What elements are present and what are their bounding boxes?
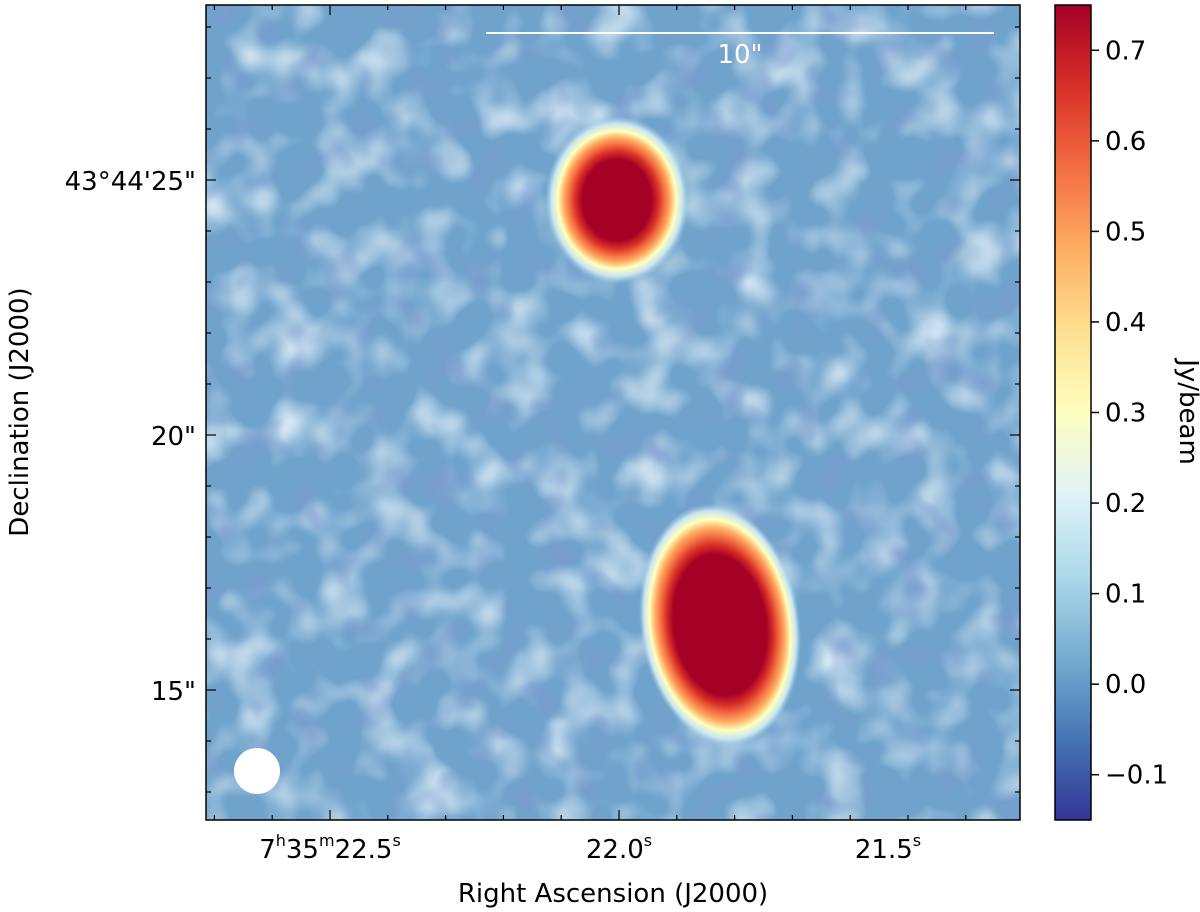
scale-bar-label: 10" <box>717 40 762 70</box>
ra-tick-label-1: 7h35m22.5s <box>259 831 401 865</box>
dec-tick-label-1: 43°44'25" <box>65 167 196 197</box>
colorbar-label: Jy/beam <box>1173 357 1200 465</box>
image-frame <box>205 4 1021 821</box>
colorbar-tick-label: 0.0 <box>1105 670 1146 700</box>
colorbar-ticks: 0.7 0.6 0.5 0.4 0.3 0.2 0.1 0.0 −0.1 <box>1091 36 1168 791</box>
source-south <box>638 503 802 747</box>
colorbar-tick-label: 0.3 <box>1105 399 1146 429</box>
dec-tick-label-3: 15" <box>151 677 196 707</box>
x-axis-label: Right Ascension (J2000) <box>458 879 768 909</box>
colorbar-tick-label: 0.1 <box>1105 580 1146 610</box>
colorbar-tick-label: 0.7 <box>1105 36 1146 66</box>
colorbar-tick-label: 0.4 <box>1105 308 1146 338</box>
colorbar-tick-label: 0.2 <box>1105 489 1146 519</box>
ra-tick-label-2: 22.0s <box>586 831 652 865</box>
source-north <box>545 116 689 284</box>
colorbar-tick-label: 0.6 <box>1105 127 1146 157</box>
ra-tick-label-3: 21.5s <box>855 831 921 865</box>
colorbar-gradient <box>1055 5 1091 820</box>
colorbar-tick-label: 0.5 <box>1105 217 1146 247</box>
y-axis-label: Declination (J2000) <box>5 287 35 536</box>
image-ticks <box>206 5 1020 820</box>
beam-ellipse <box>234 748 280 794</box>
colorbar-tick-label: −0.1 <box>1105 761 1168 791</box>
dec-tick-label-2: 20" <box>151 422 196 452</box>
image-panel: 10" <box>206 5 1020 820</box>
